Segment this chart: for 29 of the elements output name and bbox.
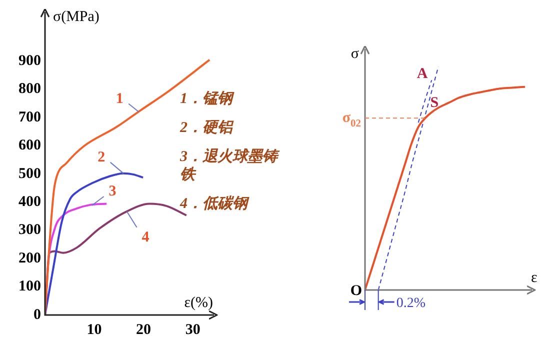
x-tick-label: 30 [185,322,200,338]
y-tick-label: 200 [18,250,41,266]
y-tick-label: 0 [34,306,41,323]
text: O [350,283,362,299]
y-tick-label: 700 [18,109,41,126]
annotation: S [430,95,439,112]
annotation: 3．退火球墨铸铁 [179,148,280,183]
y-tick-label: 400 [18,194,41,210]
annotation: 4 [142,229,150,246]
x-tick-label: 10 [86,322,102,338]
y-tick-label: 900 [18,52,41,69]
y-tick-label: 100 [18,278,41,295]
text: 0.2% [396,296,426,311]
annotation: 2 [98,149,106,166]
y-tick-label: 600 [18,138,41,154]
y-tick-label: 800 [18,81,41,98]
y-tick-label: 300 [18,222,41,238]
y-axis-title: σ [350,46,360,62]
y-tick-label: 500 [18,166,41,182]
x-axis-title: ε(%) [184,295,214,311]
annotation: 3 [108,183,116,200]
x-axis-title: ε [531,270,538,286]
annotation: 1 [116,90,124,107]
annotation: 2．硬铝 [179,119,234,136]
annotation: 4．低碳钢 [179,195,250,212]
y-axis-title: σ(MPa) [53,9,100,25]
annotation: 1．锰钢 [180,90,234,107]
x-tick-label: 20 [136,322,152,338]
annotation: A [416,66,428,82]
